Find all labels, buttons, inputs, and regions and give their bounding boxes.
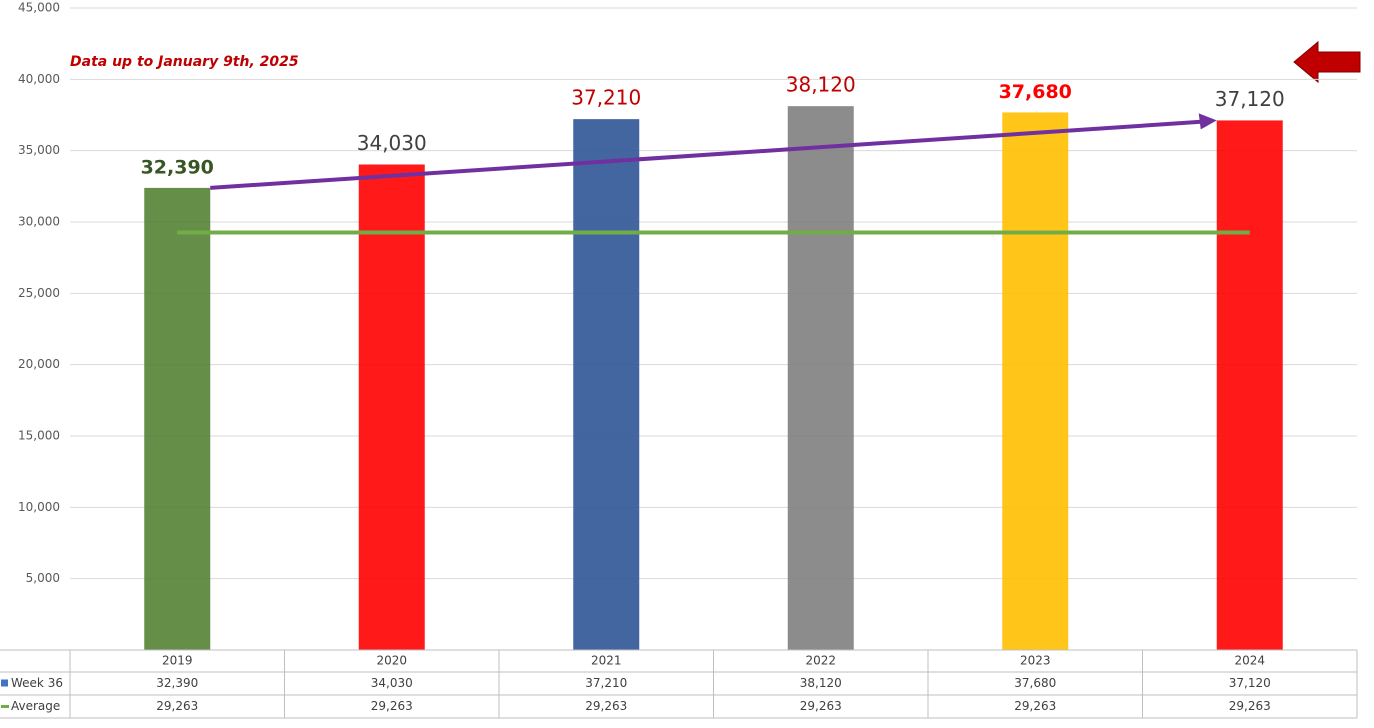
legend-key <box>1 680 8 687</box>
legend-label: Average <box>11 699 60 713</box>
y-tick-label: 40,000 <box>18 72 60 86</box>
x-tick-label: 2024 <box>1234 654 1265 668</box>
trend-arrow-head <box>1199 113 1217 129</box>
y-tick-label: 20,000 <box>18 357 60 371</box>
table-cell: 29,263 <box>585 699 627 713</box>
x-tick-label: 2019 <box>162 654 193 668</box>
x-tick-label: 2020 <box>376 654 407 668</box>
bar <box>573 119 639 650</box>
bar <box>1217 120 1283 650</box>
data-label: 32,390 <box>141 156 214 178</box>
y-tick-label: 30,000 <box>18 215 60 229</box>
y-tick-label: 15,000 <box>18 429 60 443</box>
table-cell: 38,120 <box>800 676 842 690</box>
bar <box>144 188 210 650</box>
data-label: 37,120 <box>1215 87 1285 111</box>
data-label: 37,680 <box>999 81 1072 103</box>
table-cell: 37,680 <box>1014 676 1056 690</box>
y-tick-label: 10,000 <box>18 500 60 514</box>
table-cell: 32,390 <box>156 676 198 690</box>
table-cell: 29,263 <box>800 699 842 713</box>
table-cell: 29,263 <box>156 699 198 713</box>
data-label: 34,030 <box>357 131 427 155</box>
legend-label: Week 36 <box>11 676 63 690</box>
data-label: 38,120 <box>786 73 856 97</box>
table-cell: 29,263 <box>1229 699 1271 713</box>
table-cell: 29,263 <box>1014 699 1056 713</box>
y-tick-label: 45,000 <box>18 1 60 15</box>
y-tick-label: 25,000 <box>18 286 60 300</box>
table-cell: 37,120 <box>1229 676 1271 690</box>
annotation: Data up to January 9th, 2025 <box>70 54 299 70</box>
bar <box>1002 112 1068 650</box>
bar <box>788 106 854 650</box>
chart: Data up to January 9th, 2025 -5,00010,00… <box>0 0 1374 728</box>
y-tick-label: 35,000 <box>18 143 60 157</box>
y-tick-label: 5,000 <box>26 571 60 585</box>
x-tick-label: 2022 <box>805 654 836 668</box>
x-tick-label: 2021 <box>591 654 622 668</box>
table-cell: 37,210 <box>585 676 627 690</box>
bar <box>359 165 425 650</box>
table-cell: 29,263 <box>371 699 413 713</box>
data-label: 37,210 <box>571 86 641 110</box>
table-cell: 34,030 <box>371 676 413 690</box>
decor-arrow <box>1294 42 1360 82</box>
x-tick-label: 2023 <box>1020 654 1051 668</box>
